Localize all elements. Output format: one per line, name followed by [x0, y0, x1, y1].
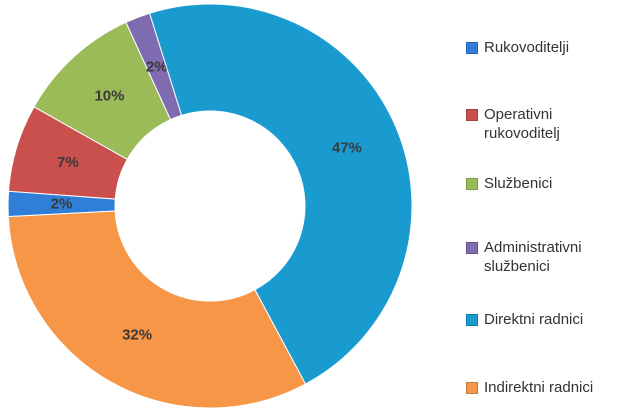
- legend-swatch: [466, 42, 478, 54]
- legend-swatch: [466, 109, 478, 121]
- legend-label: Administrativni službenici: [484, 239, 582, 275]
- data-label: 32%: [122, 326, 152, 343]
- legend-swatch: [466, 314, 478, 326]
- data-label: 10%: [94, 88, 124, 105]
- data-label: 7%: [57, 154, 79, 171]
- legend-label: Operativni rukovoditelj: [484, 106, 560, 142]
- legend-label: Službenici: [484, 175, 553, 192]
- legend-swatch: [466, 178, 478, 190]
- legend-item: Direktni radnici: [466, 310, 636, 329]
- legend-label: Indirektni radnici: [484, 379, 594, 396]
- legend-item: Operativni rukovoditelj: [466, 105, 636, 143]
- legend-swatch: [466, 242, 478, 254]
- legend-item: Administrativni službenici: [466, 238, 636, 276]
- donut-segment: [7, 210, 307, 409]
- legend-swatch: [466, 382, 478, 394]
- legend-label: Rukovoditelji: [484, 39, 570, 56]
- donut-segment: [148, 3, 413, 385]
- legend-label: Direktni radnici: [484, 311, 584, 328]
- legend-item: Rukovoditelji: [466, 38, 636, 57]
- data-label: 2%: [146, 58, 168, 75]
- legend-item: Indirektni radnici: [466, 378, 636, 397]
- data-label: 47%: [332, 139, 362, 156]
- data-label: 2%: [51, 195, 73, 212]
- legend-item: Službenici: [466, 174, 636, 193]
